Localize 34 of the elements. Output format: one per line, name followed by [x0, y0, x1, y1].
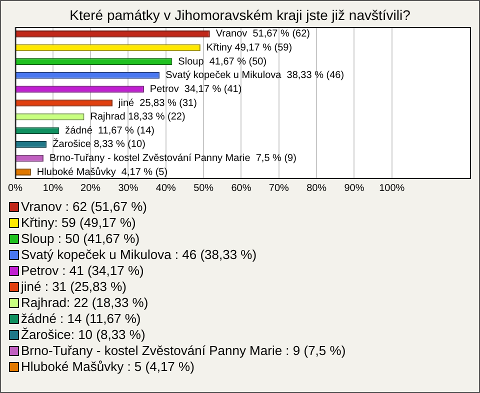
data-label: žádné 11,67 % (14) — [65, 125, 155, 136]
text: Sloup : 50 (41,67 %) — [21, 231, 140, 247]
x-tick-label: 50% — [194, 182, 214, 194]
text: Svatý kopeček u Mikulova : 46 (38,33 %) — [21, 247, 257, 263]
x-tick-label: 10% — [42, 182, 64, 194]
data-label: Vranov 51,67 % (62) — [216, 28, 310, 40]
data-label: Křtiny 49,17 % (59) — [206, 42, 292, 54]
text: Hluboké Mašůvky : 5 (4,17 %) — [21, 359, 194, 375]
text: Vranov : 62 (51,67 %) — [21, 199, 147, 215]
text: Brno-Tuřany - kostel Zvěstování Panny Marie : 9 (7,5 %) — [21, 343, 346, 359]
x-tick-label: 30% — [118, 182, 138, 194]
data-label: Petrov 34,17 % (41) — [150, 84, 242, 95]
text: jiné : 31 (25,83 %) — [21, 279, 127, 295]
data-label: Brno-Tuřany - kostel Zvěstování Panny Marie 7,5 % (9) — [49, 153, 296, 164]
text: Křtiny: 59 (49,17 %) — [21, 215, 136, 231]
data-label: Svatý kopeček u Mikulova 38,33 % (46) — [166, 70, 344, 82]
text: Petrov : 41 (34,17 %) — [21, 263, 144, 279]
x-tick-label: 70% — [268, 182, 290, 194]
x-tick-label: 90% — [344, 182, 364, 194]
x-tick-label: 0% — [8, 182, 23, 194]
text: Žarošice: 10 (8,33 %) — [21, 327, 146, 343]
x-tick-label: 20% — [80, 182, 101, 194]
text: žádné : 14 (11,67 %) — [21, 311, 141, 327]
data-label: Hluboké Mašůvky 4,17 % (5) — [36, 166, 168, 178]
x-tick-label: 100% — [379, 182, 405, 194]
x-tick-label: 60% — [231, 182, 252, 194]
data-label: Sloup 41,67 % (50) — [178, 56, 267, 68]
data-label: Žarošice 8,33 % (10) — [52, 138, 146, 150]
data-label: Rajhrad 18,33 % (22) — [90, 112, 186, 123]
x-tick-label: 80% — [306, 182, 327, 194]
data-label: jiné 25,83 % (31) — [118, 98, 197, 109]
chart-title: Které památky v Jihomoravském kraji jste již navštívili? — [68, 7, 412, 25]
text: Rajhrad: 22 (18,33 %) — [21, 295, 148, 311]
x-tick-label: 40% — [156, 182, 176, 194]
